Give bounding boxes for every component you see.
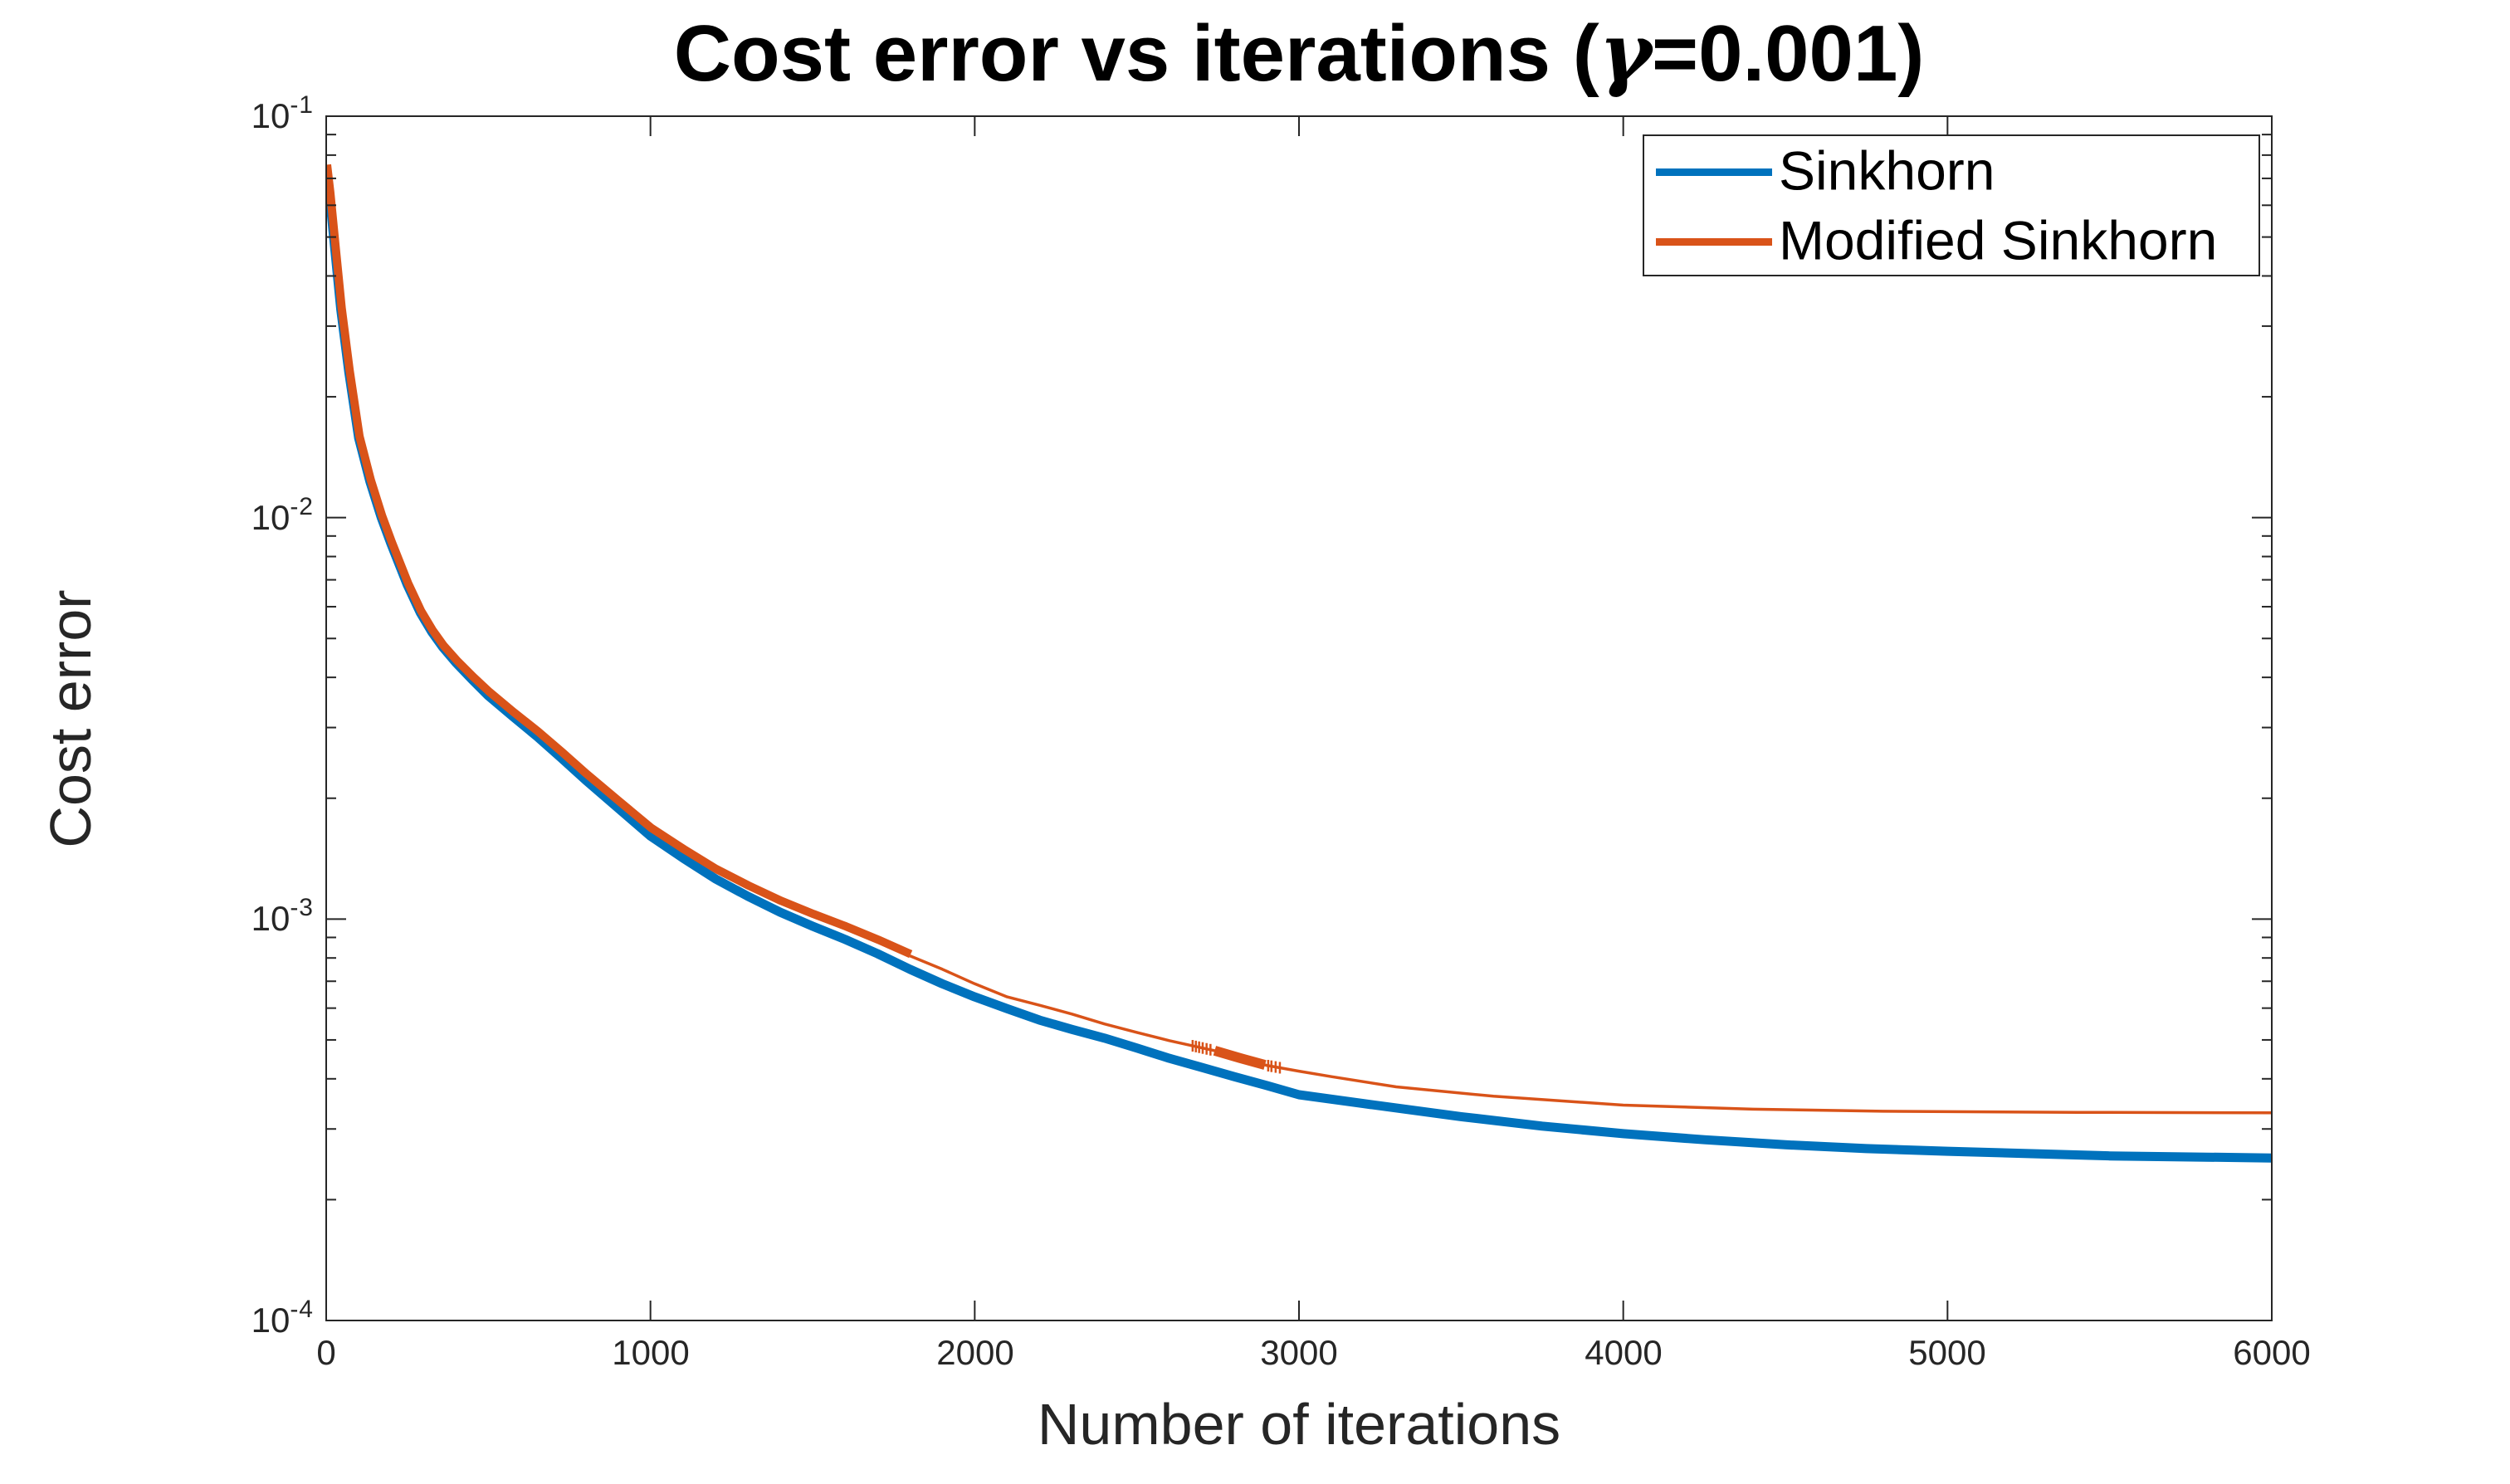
chart-title-post: =0.001) [1652,9,1925,98]
x-tick-label-2000: 2000 [936,1333,1014,1372]
ticks-group [325,115,2273,1321]
x-tick-label-5000: 5000 [1908,1333,1986,1372]
gamma-symbol: γ [1599,6,1653,100]
x-tick-label-3000: 3000 [1260,1333,1338,1372]
chart-title: Cost error vs iterations (γ=0.001) [326,9,2272,98]
legend-line-swatch-sinkhorn [1656,168,1772,176]
y-axis-label: Cost error [38,589,103,848]
x-axis-label: Number of iterations [1037,1392,1561,1457]
x-tick-label-6000: 6000 [2233,1333,2311,1372]
modified-sinkhorn-line-thick [326,164,913,959]
y-tick-label-1e-1: 10-1 [251,91,314,135]
x-tick-label-1000: 1000 [612,1333,690,1372]
x-tick-label-0: 0 [316,1333,336,1372]
legend-label-modified-sinkhorn: Modified Sinkhorn [1779,209,2218,271]
legend-line-swatch-modified-sinkhorn [1656,238,1772,246]
plot-border [325,115,2273,1321]
legend-label-sinkhorn: Sinkhorn [1779,139,1995,202]
y-tick-label-1e-2: 10-2 [251,493,314,537]
chart-title-pre: Cost error vs iterations ( [673,9,1599,98]
legend: Sinkhorn Modified Sinkhorn [1643,134,2260,276]
curves-group [326,164,2272,1163]
sinkhorn-line [326,165,2272,1163]
marker-cluster-block [1213,1046,1267,1070]
modified-sinkhorn-line-thin [909,954,2272,1115]
y-tick-label-1e-3: 10-3 [251,894,314,938]
y-tick-label-1e-4: 10-4 [251,1296,314,1340]
x-tick-label-4000: 4000 [1585,1333,1663,1372]
